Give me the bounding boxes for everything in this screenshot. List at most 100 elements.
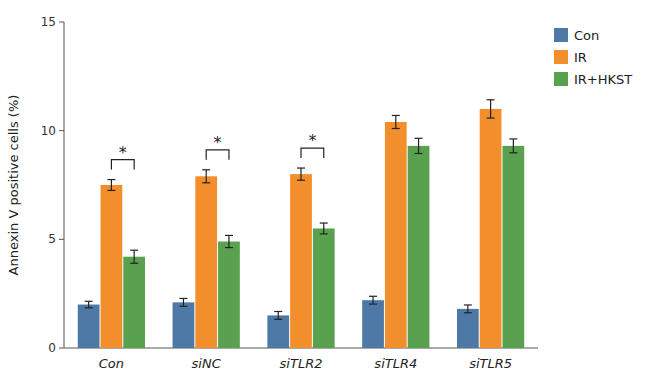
annotation: *	[119, 143, 127, 162]
error-bar-cap	[509, 152, 517, 153]
error-bar-cap	[487, 117, 495, 118]
error-bar-cap	[369, 296, 377, 297]
error-bar-cap	[85, 301, 93, 302]
error-bar-cap	[297, 167, 305, 168]
error-bar	[225, 235, 233, 247]
legend-swatch	[554, 50, 568, 64]
error-bar-cap	[107, 190, 115, 191]
x-tick-label: Con	[99, 356, 124, 371]
bar	[218, 242, 240, 348]
bar-series	[101, 100, 502, 348]
bar	[457, 309, 479, 348]
error-bar	[509, 139, 517, 153]
error-bar	[464, 305, 472, 313]
error-bar-cap	[130, 263, 138, 264]
y-tick	[59, 239, 64, 240]
annotations: * * *	[111, 131, 323, 170]
error-bar	[179, 298, 187, 306]
x-tick-label: siTLR4	[374, 356, 417, 371]
error-bar-cap	[225, 247, 233, 248]
error-bar-cap	[320, 233, 328, 234]
plot-area	[78, 100, 524, 348]
bar	[101, 185, 123, 348]
error-bar	[202, 170, 210, 183]
error-bar-stem	[88, 301, 89, 308]
bar	[408, 146, 430, 348]
bar	[480, 109, 502, 348]
x-tick-label: siTLR2	[280, 356, 323, 371]
error-bar-cap	[509, 138, 517, 139]
error-bar-stem	[111, 180, 112, 191]
error-bar-cap	[202, 169, 210, 170]
error-bar-cap	[320, 222, 328, 223]
chart: 0 5 10 15 Annexin V positive cells (%) Con siN…	[0, 0, 650, 388]
error-bar-stem	[418, 138, 419, 153]
bar	[290, 174, 312, 348]
error-bar-cap	[179, 298, 187, 299]
y-tick	[59, 22, 64, 23]
error-bar-stem	[490, 100, 491, 118]
error-bar-cap	[415, 153, 423, 154]
y-tick-label: 15	[41, 15, 56, 29]
bar	[313, 228, 335, 348]
error-bar-cap	[179, 306, 187, 307]
error-bar-cap	[225, 235, 233, 236]
y-axis-label: Annexin V positive cells (%)	[6, 95, 21, 276]
x-tick-label: siNC	[192, 356, 222, 371]
error-bar-stem	[372, 296, 373, 304]
error-bar-cap	[415, 138, 423, 139]
error-bar	[107, 180, 115, 191]
bar	[123, 257, 145, 348]
error-bar-cap	[369, 303, 377, 304]
error-bar-stem	[467, 305, 468, 313]
error-bar-cap	[274, 319, 282, 320]
error-bar	[369, 296, 377, 304]
error-bar-stem	[278, 311, 279, 319]
error-bar	[274, 311, 282, 319]
y-tick	[59, 130, 64, 131]
legend: ConIRIR+HKST	[554, 28, 632, 87]
annotation: *	[214, 133, 222, 152]
error-bar-stem	[134, 250, 135, 263]
error-bar-cap	[392, 115, 400, 116]
error-bar-cap	[202, 182, 210, 183]
error-bar-stem	[206, 170, 207, 183]
bar-series	[123, 138, 524, 348]
bar	[173, 302, 195, 348]
error-bar-cap	[274, 311, 282, 312]
bar	[385, 122, 407, 348]
error-bar-cap	[487, 99, 495, 100]
bar	[78, 305, 100, 348]
annotation: *	[308, 131, 316, 150]
legend-label: Con	[574, 28, 599, 43]
error-bar	[130, 250, 138, 263]
legend-label: IR+HKST	[574, 72, 632, 87]
y-tick-label: 0	[48, 341, 56, 355]
error-bar-stem	[300, 168, 301, 180]
y-axis-line	[64, 22, 65, 348]
error-bar-cap	[85, 307, 93, 308]
error-bar	[297, 168, 305, 180]
legend-swatch	[554, 72, 568, 86]
bar	[267, 315, 289, 348]
bar	[502, 146, 524, 348]
error-bar	[415, 138, 423, 153]
error-bar-stem	[395, 115, 396, 128]
error-bar-stem	[513, 139, 514, 153]
y-tick	[59, 348, 64, 349]
bar	[195, 176, 217, 348]
legend-swatch	[554, 28, 568, 42]
error-bar-cap	[464, 304, 472, 305]
error-bar-cap	[464, 312, 472, 313]
y-tick-label: 5	[48, 232, 56, 246]
error-bar-stem	[323, 223, 324, 234]
x-tick-label: siTLR5	[469, 356, 512, 371]
error-bar-cap	[107, 179, 115, 180]
error-bar-stem	[183, 298, 184, 306]
error-bar	[320, 223, 328, 234]
error-bar-cap	[297, 180, 305, 181]
y-tick-label: 10	[41, 124, 56, 138]
error-bar	[392, 115, 400, 128]
error-bar-cap	[392, 128, 400, 129]
error-bar	[85, 301, 93, 308]
